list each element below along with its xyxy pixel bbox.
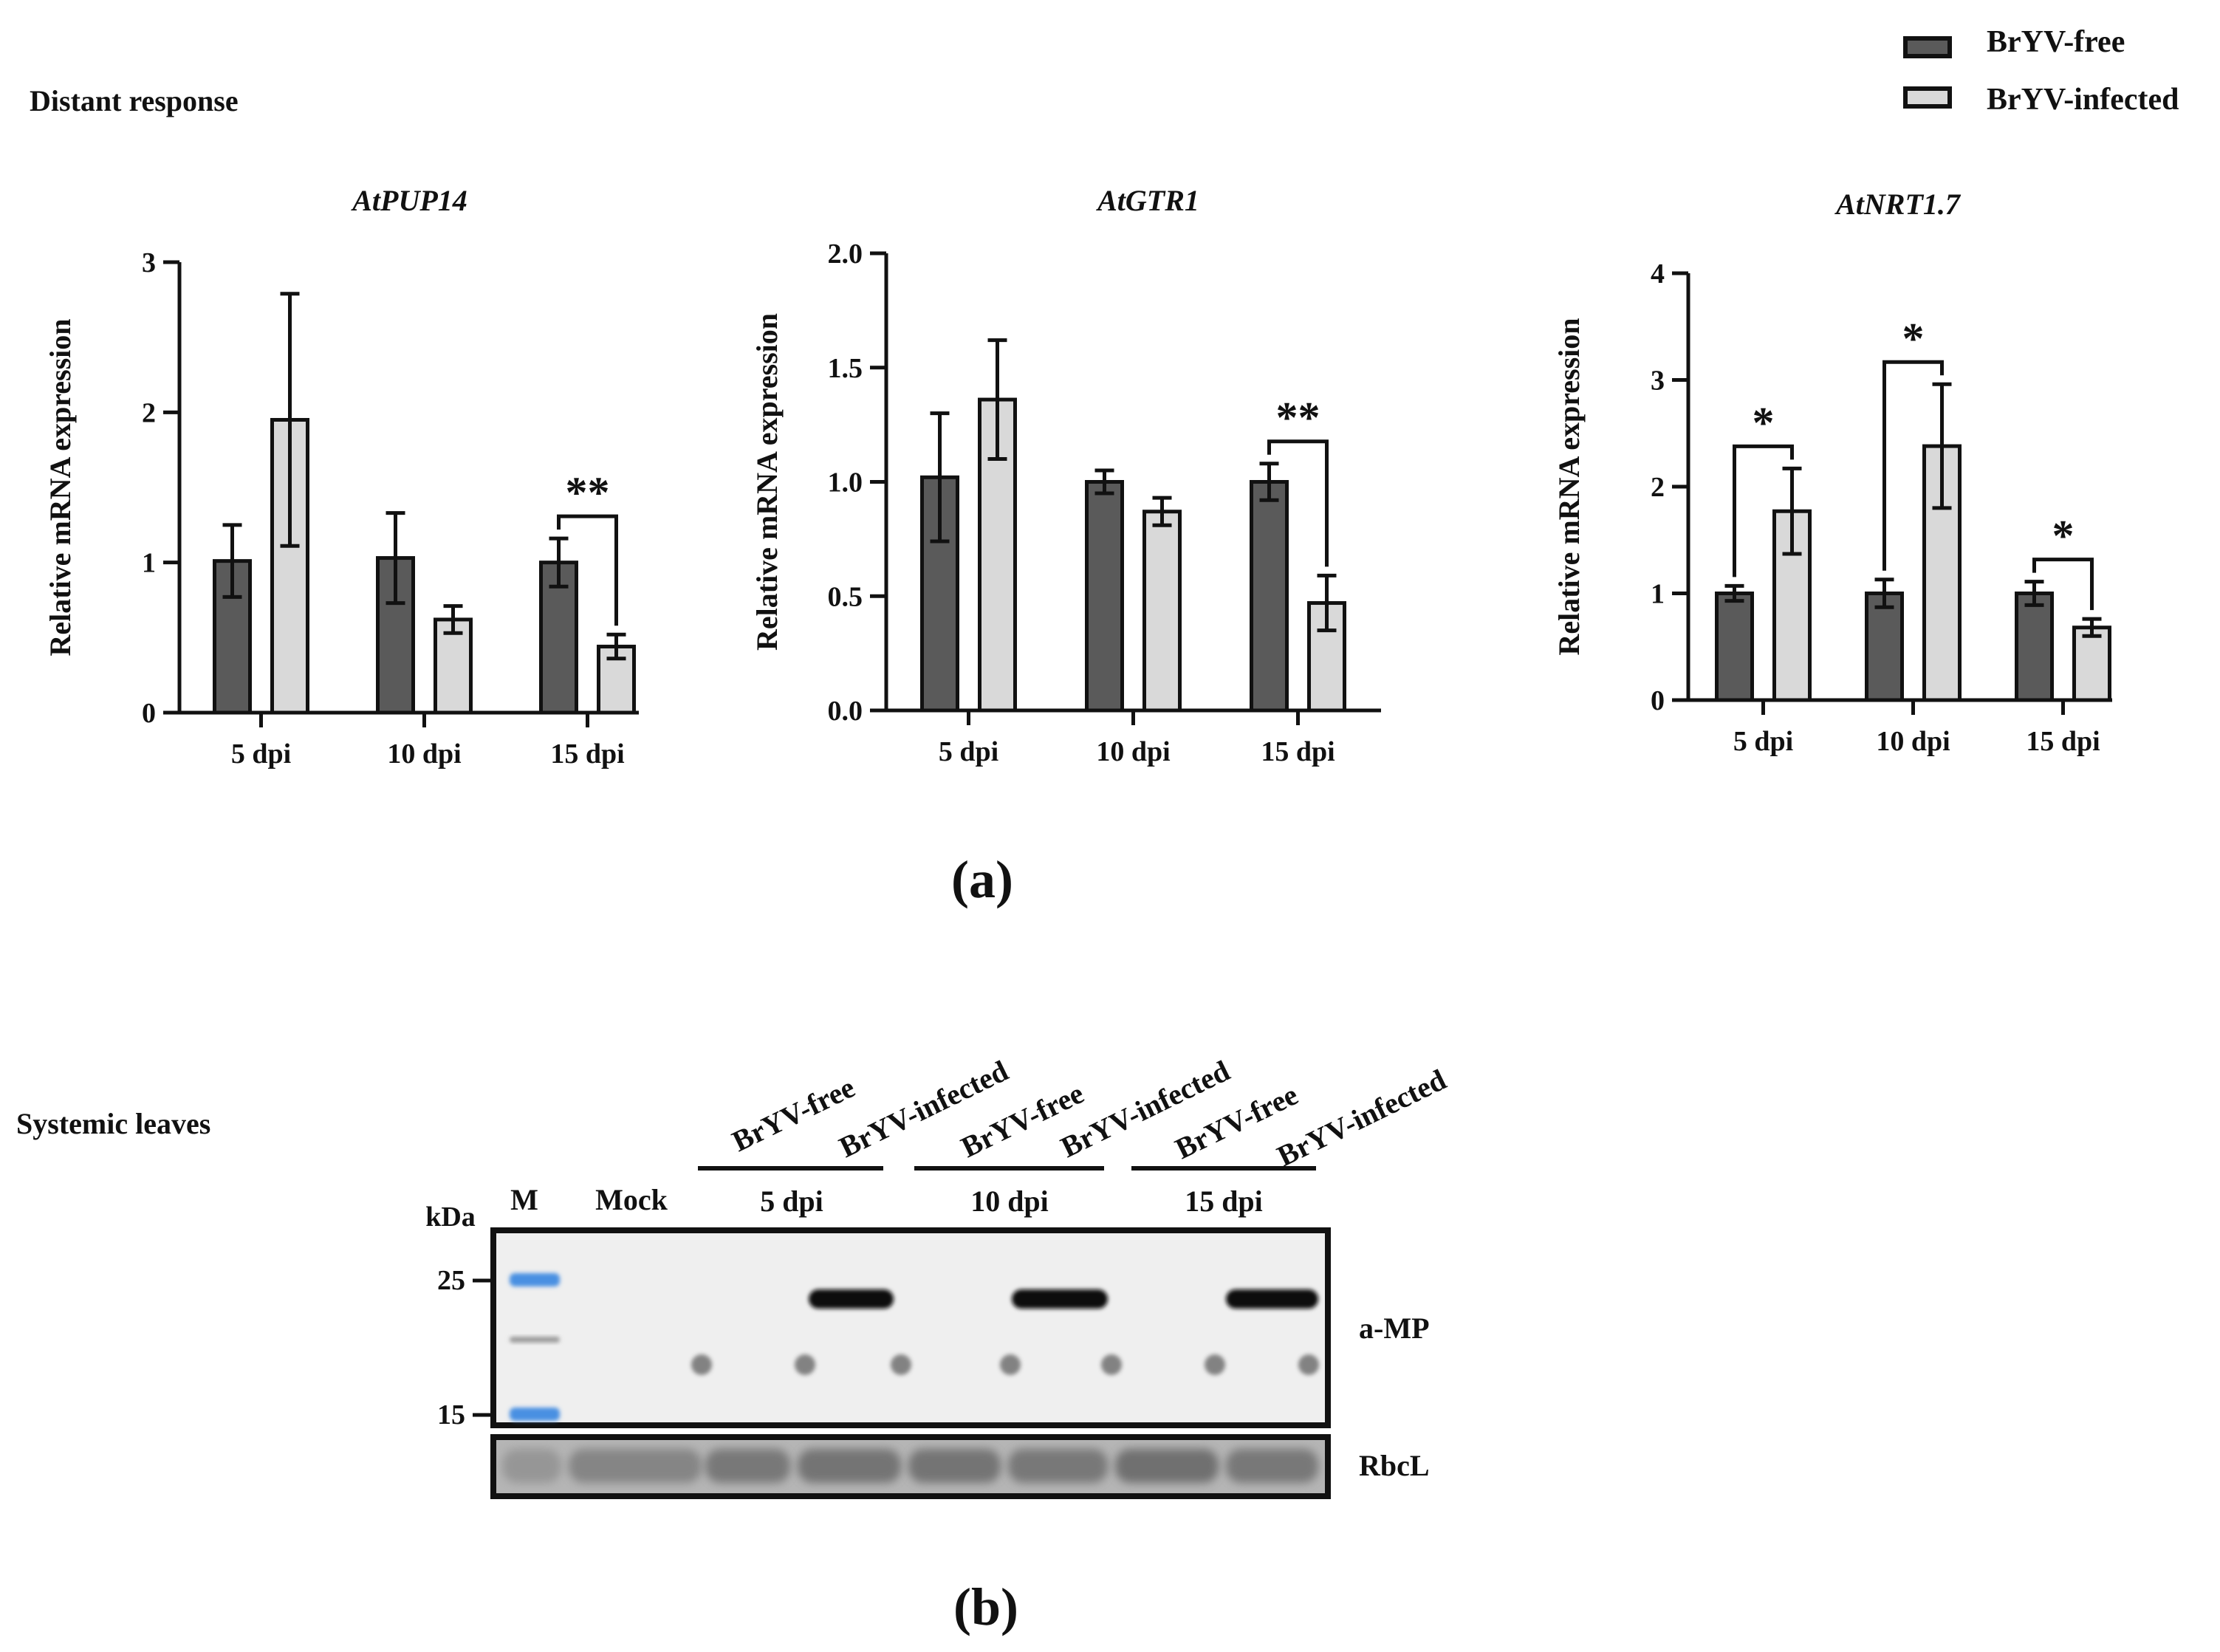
x-tick-label: 15 dpi — [1261, 736, 1335, 767]
y-tick-label: 3 — [1651, 366, 1665, 397]
panel-label-a: (a) — [951, 850, 1013, 909]
legend-swatch-infected — [1903, 86, 1952, 109]
legend-label-infected: BrYV-infected — [1987, 83, 2179, 117]
background-band — [1205, 1354, 1225, 1375]
kda-label: kDa — [425, 1202, 476, 1233]
marker-size-15: 15 — [437, 1399, 465, 1430]
y-axis-label: Relative mRNA expression — [1552, 318, 1586, 656]
mp-band — [1012, 1289, 1108, 1309]
y-tick-label: 1 — [1651, 579, 1665, 610]
significance-label: ** — [566, 468, 610, 517]
y-tick-label: 1 — [142, 548, 156, 579]
significance-label: ** — [1276, 394, 1320, 442]
rbcl-band — [1226, 1449, 1318, 1483]
timepoint-label-10dpi: 10 dpi — [970, 1185, 1049, 1218]
marker-faint-band — [510, 1337, 560, 1343]
chart-atgtr1: AtGTR1 Relative mRNA expression 0.0 0.5 1.0 1… — [750, 184, 1381, 767]
y-tick-label: 0 — [142, 698, 156, 729]
mock-lane-label: Mock — [595, 1183, 668, 1216]
x-tick-label: 10 dpi — [1876, 726, 1950, 757]
rbcl-band — [1115, 1449, 1219, 1483]
background-band — [691, 1354, 712, 1375]
marker-band-25 — [510, 1273, 560, 1286]
rbcl-band — [569, 1449, 702, 1483]
bar-bryv-infected-10-dpi — [1142, 510, 1182, 713]
rbcl-band — [705, 1449, 790, 1483]
western-blot: BrYV-free BrYV-infected BrYV-free BrYV-i… — [425, 1054, 1451, 1499]
chart-atpup14: AtPUP14 Relative mRNA expression 0 1 2 3 5 dpi… — [44, 184, 639, 770]
blot-rbcl-bands — [502, 1449, 1318, 1483]
legend: BrYV-free BrYV-infected — [1903, 25, 2179, 117]
bar-bryv-free-10-dpi — [376, 556, 415, 715]
bar-bryv-infected-15-dpi — [2072, 626, 2111, 702]
marker-size-25: 25 — [437, 1265, 465, 1296]
mp-band — [1226, 1289, 1318, 1309]
marker-lane-label: M — [510, 1183, 538, 1216]
bar-bryv-free-10-dpi — [1865, 592, 1904, 702]
timepoint-label-5dpi: 5 dpi — [760, 1185, 823, 1218]
background-band — [1298, 1354, 1319, 1375]
y-tick-label: 1.0 — [828, 467, 863, 498]
x-tick-label: 5 dpi — [231, 738, 291, 770]
y-axis-label: Relative mRNA expression — [750, 313, 784, 651]
y-tick-label: 0.5 — [828, 581, 863, 612]
section-title-distant: Distant response — [30, 84, 239, 117]
background-band — [1000, 1354, 1021, 1375]
timepoint-label-15dpi: 15 dpi — [1185, 1185, 1263, 1218]
significance-bracket — [2032, 558, 2094, 611]
x-tick-label: 10 dpi — [387, 738, 461, 770]
bar-bryv-infected-5-dpi — [978, 397, 1017, 713]
significance-bracket — [1733, 444, 1794, 577]
bar-bryv-infected-10-dpi — [434, 617, 473, 715]
y-tick-label: 2 — [142, 397, 156, 428]
legend-swatch-free — [1903, 36, 1952, 58]
marker-band-15 — [510, 1408, 560, 1421]
x-tick-label: 5 dpi — [1733, 726, 1793, 757]
y-tick-label: 2.0 — [828, 239, 863, 270]
section-title-systemic: Systemic leaves — [16, 1107, 210, 1140]
y-tick-label: 3 — [142, 247, 156, 278]
background-band — [795, 1354, 815, 1375]
significance-bracket — [557, 514, 618, 626]
blot-amp-bands — [510, 1273, 1319, 1421]
blot-amp-frame — [490, 1227, 1331, 1428]
background-band — [1101, 1354, 1122, 1375]
lane-label-6: BrYV-infected — [1272, 1063, 1451, 1173]
x-tick-label: 15 dpi — [550, 738, 624, 770]
y-axis-label: Relative mRNA expression — [44, 319, 77, 657]
x-tick-label: 15 dpi — [2026, 726, 2100, 757]
bar-bryv-free-10-dpi — [1085, 480, 1124, 713]
x-tick-label: 5 dpi — [939, 736, 998, 767]
bar-bryv-free-15-dpi — [2015, 592, 2054, 702]
significance-bracket — [1882, 360, 1944, 571]
background-band — [891, 1354, 911, 1375]
chart-title: AtNRT1.7 — [1834, 188, 1962, 221]
blot-label-rbcl: RbcL — [1359, 1449, 1430, 1482]
rbcl-band — [1008, 1449, 1108, 1483]
panel-label-b: (b) — [953, 1577, 1018, 1636]
significance-label: * — [2052, 512, 2075, 561]
significance-label: * — [1753, 398, 1775, 447]
y-tick-label: 1.5 — [828, 353, 863, 384]
rbcl-band — [502, 1449, 561, 1483]
mp-band — [809, 1289, 894, 1309]
significance-label: * — [1902, 314, 1925, 363]
x-tick-label: 10 dpi — [1096, 736, 1170, 767]
bar-bryv-free-5-dpi — [1715, 592, 1754, 702]
chart-title: AtPUP14 — [350, 184, 467, 217]
y-tick-label: 0 — [1651, 685, 1665, 716]
significance-bracket — [1267, 439, 1329, 567]
rbcl-band — [908, 1449, 1001, 1483]
y-tick-label: 2 — [1651, 472, 1665, 503]
rbcl-band — [798, 1449, 901, 1483]
bar-bryv-free-15-dpi — [1250, 480, 1289, 713]
y-tick-label: 0.0 — [828, 696, 863, 727]
y-tick-label: 4 — [1651, 258, 1665, 289]
legend-label-free: BrYV-free — [1987, 25, 2125, 59]
chart-title: AtGTR1 — [1095, 184, 1199, 217]
chart-atnrt1-7: AtNRT1.7 Relative mRNA expression 0 1 2 3 4 5 d… — [1552, 188, 2112, 757]
blot-label-amp: a-MP — [1359, 1312, 1430, 1345]
